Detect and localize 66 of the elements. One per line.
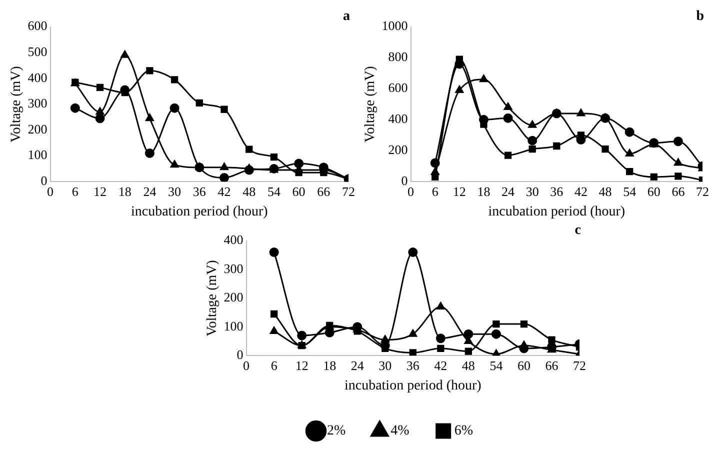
x-tick-label: 66	[672, 184, 686, 199]
y-tick-label: 600	[28, 18, 48, 34]
x-tick-label: 12	[295, 358, 308, 373]
x-tick-label: 42	[574, 184, 588, 199]
x-tick-label: 72	[573, 358, 586, 373]
x-tick-label: 36	[192, 184, 206, 199]
x-axis-title: incubation period (hour)	[488, 204, 626, 220]
x-tick-label: 24	[350, 358, 364, 373]
chart-title: c	[574, 223, 581, 238]
x-tick-label: 12	[452, 184, 466, 199]
x-tick-label: 66	[317, 184, 331, 199]
y-axis-title: Voltage (mV)	[205, 260, 220, 336]
y-tick-label: 400	[224, 232, 244, 248]
x-tick-label: 72	[696, 184, 709, 199]
x-tick-label: 48	[242, 184, 256, 199]
y-tick-label: 600	[388, 80, 408, 96]
x-axis-title: incubation period (hour)	[344, 378, 482, 394]
y-tick-label: 200	[388, 142, 408, 158]
x-tick-label: 66	[545, 358, 559, 373]
x-tick-label: 24	[502, 184, 516, 199]
x-tick-label: 18	[323, 358, 336, 373]
x-tick-label: 36	[406, 358, 420, 373]
y-tick-label: 800	[388, 49, 408, 64]
y-tick-label: 0	[236, 347, 244, 362]
y-tick-label: 400	[388, 111, 408, 126]
x-tick-label: 54	[490, 358, 504, 373]
x-tick-label: 48	[462, 358, 475, 373]
x-tick-label: 30	[378, 358, 392, 373]
x-tick-label: 48	[598, 184, 612, 199]
y-tick-label: 500	[28, 44, 48, 60]
x-tick-label: 6	[72, 184, 79, 199]
y-axis-title: Voltage (mV)	[9, 66, 24, 142]
y-tick-label: 300	[28, 96, 48, 111]
x-tick-label: 54	[623, 184, 637, 199]
y-tick-label: 1000	[382, 18, 408, 34]
chart-title: a	[343, 9, 350, 24]
x-tick-label: 6	[432, 184, 439, 199]
legend-label: 2%	[327, 424, 346, 439]
y-tick-label: 200	[28, 121, 48, 136]
y-tick-label: 300	[224, 260, 244, 276]
legend-label: 4%	[390, 424, 410, 439]
x-tick-label: 18	[118, 184, 132, 199]
x-tick-label: 30	[526, 184, 539, 199]
y-tick-label: 200	[224, 290, 244, 305]
x-tick-label: 36	[550, 184, 564, 199]
x-tick-label: 42	[434, 358, 448, 373]
y-tick-label: 100	[224, 318, 244, 334]
x-tick-label: 72	[342, 184, 355, 199]
x-tick-label: 24	[143, 184, 157, 199]
x-tick-label: 12	[94, 184, 106, 199]
x-tick-label: 42	[218, 184, 231, 199]
x-tick-label: 54	[267, 184, 281, 199]
x-tick-label: 18	[477, 184, 490, 199]
x-tick-label: 6	[270, 358, 278, 373]
x-axis-title: incubation period (hour)	[130, 204, 268, 220]
y-tick-label: 400	[28, 70, 48, 85]
x-tick-label: 30	[168, 184, 182, 199]
y-tick-label: 0	[401, 173, 408, 188]
chart-title: b	[696, 9, 704, 24]
x-tick-label: 60	[647, 184, 660, 199]
x-tick-label: 60	[517, 358, 530, 373]
y-tick-label: 0	[40, 173, 48, 188]
y-axis-title: Voltage (mV)	[363, 66, 378, 142]
y-tick-label: 100	[28, 147, 48, 162]
legend-label: 6%	[454, 424, 474, 439]
x-tick-label: 60	[292, 184, 306, 199]
